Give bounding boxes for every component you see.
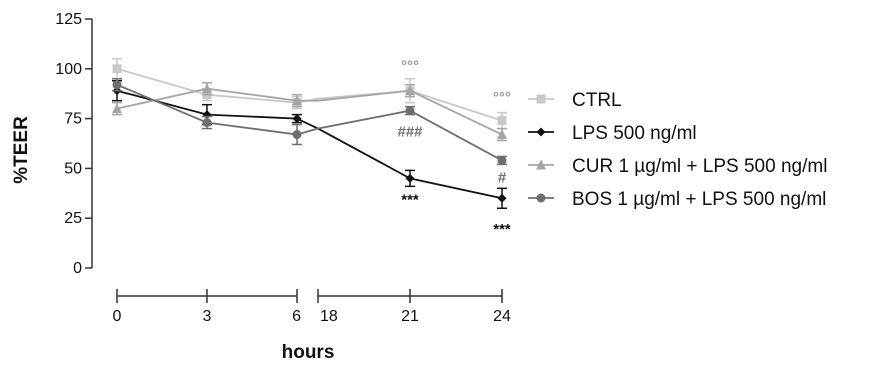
x-tick-label: 6 [292,308,301,325]
triangle-marker [497,129,507,140]
series-line [116,87,503,136]
significance-label: °°° [401,58,419,75]
circle-marker [112,80,122,90]
diamond-marker [497,193,507,203]
y-tick-label: 50 [64,160,82,177]
square-marker [112,64,122,74]
diamond-marker [536,127,546,137]
series-line [116,67,503,122]
triangle-marker [292,95,302,106]
legend-label: LPS 500 ng/ml [572,123,697,144]
series-lines [112,58,507,209]
circle-marker [292,130,302,140]
x-tick-label: 21 [401,308,419,325]
circle-marker [405,106,415,116]
legend-label: CTRL [572,90,622,111]
significance-label: °°° [493,90,511,107]
legend-item: CUR 1 µg/ml + LPS 500 ng/ml [528,156,827,177]
x-tick-label: 24 [493,308,511,325]
y-tick-label: 25 [64,210,82,227]
x-tick-label: 3 [203,308,212,325]
legend-item: BOS 1 µg/ml + LPS 500 ng/ml [528,189,826,210]
significance-label: ### [397,124,423,141]
series-0 [112,58,507,130]
legend-item: CTRL [528,90,622,111]
x-axis-title: hours [282,342,335,363]
triangle-marker [405,85,415,96]
series-3 [112,78,507,166]
significance-label: *** [493,221,511,238]
tick-labels: 0 25 50 75 100 125 0 3 6 18 21 24 [55,11,511,325]
diamond-marker [292,114,302,124]
square-marker [497,116,507,126]
triangle-marker [202,83,212,94]
significance-label: *** [401,191,419,208]
y-tick-label: 75 [64,111,82,128]
significance-label: # [498,169,507,186]
legend-item: LPS 500 ng/ml [528,123,697,144]
triangle-marker [112,103,122,114]
series-2 [112,81,507,142]
circle-marker [536,193,546,203]
axes [85,18,503,303]
square-marker [536,94,546,104]
circle-marker [202,118,212,128]
significance-annotations: ******°°°°°°#### [397,58,511,238]
legend-label: CUR 1 µg/ml + LPS 500 ng/ml [572,156,827,177]
triangle-marker [536,159,546,170]
circle-marker [497,155,507,165]
diamond-marker [405,173,415,183]
x-tick-label: 0 [113,308,122,325]
y-tick-label: 100 [55,61,82,78]
series-line [116,89,503,200]
y-tick-label: 0 [73,260,82,277]
x-tick-label: 18 [320,308,338,325]
y-axis-title: %TEER [11,116,32,184]
y-tick-label: 125 [55,11,82,28]
series-line [116,83,503,162]
legend-label: BOS 1 µg/ml + LPS 500 ng/ml [572,189,826,210]
legend: CTRL LPS 500 ng/ml CUR 1 µg/ml + LPS 500 n… [528,90,827,210]
